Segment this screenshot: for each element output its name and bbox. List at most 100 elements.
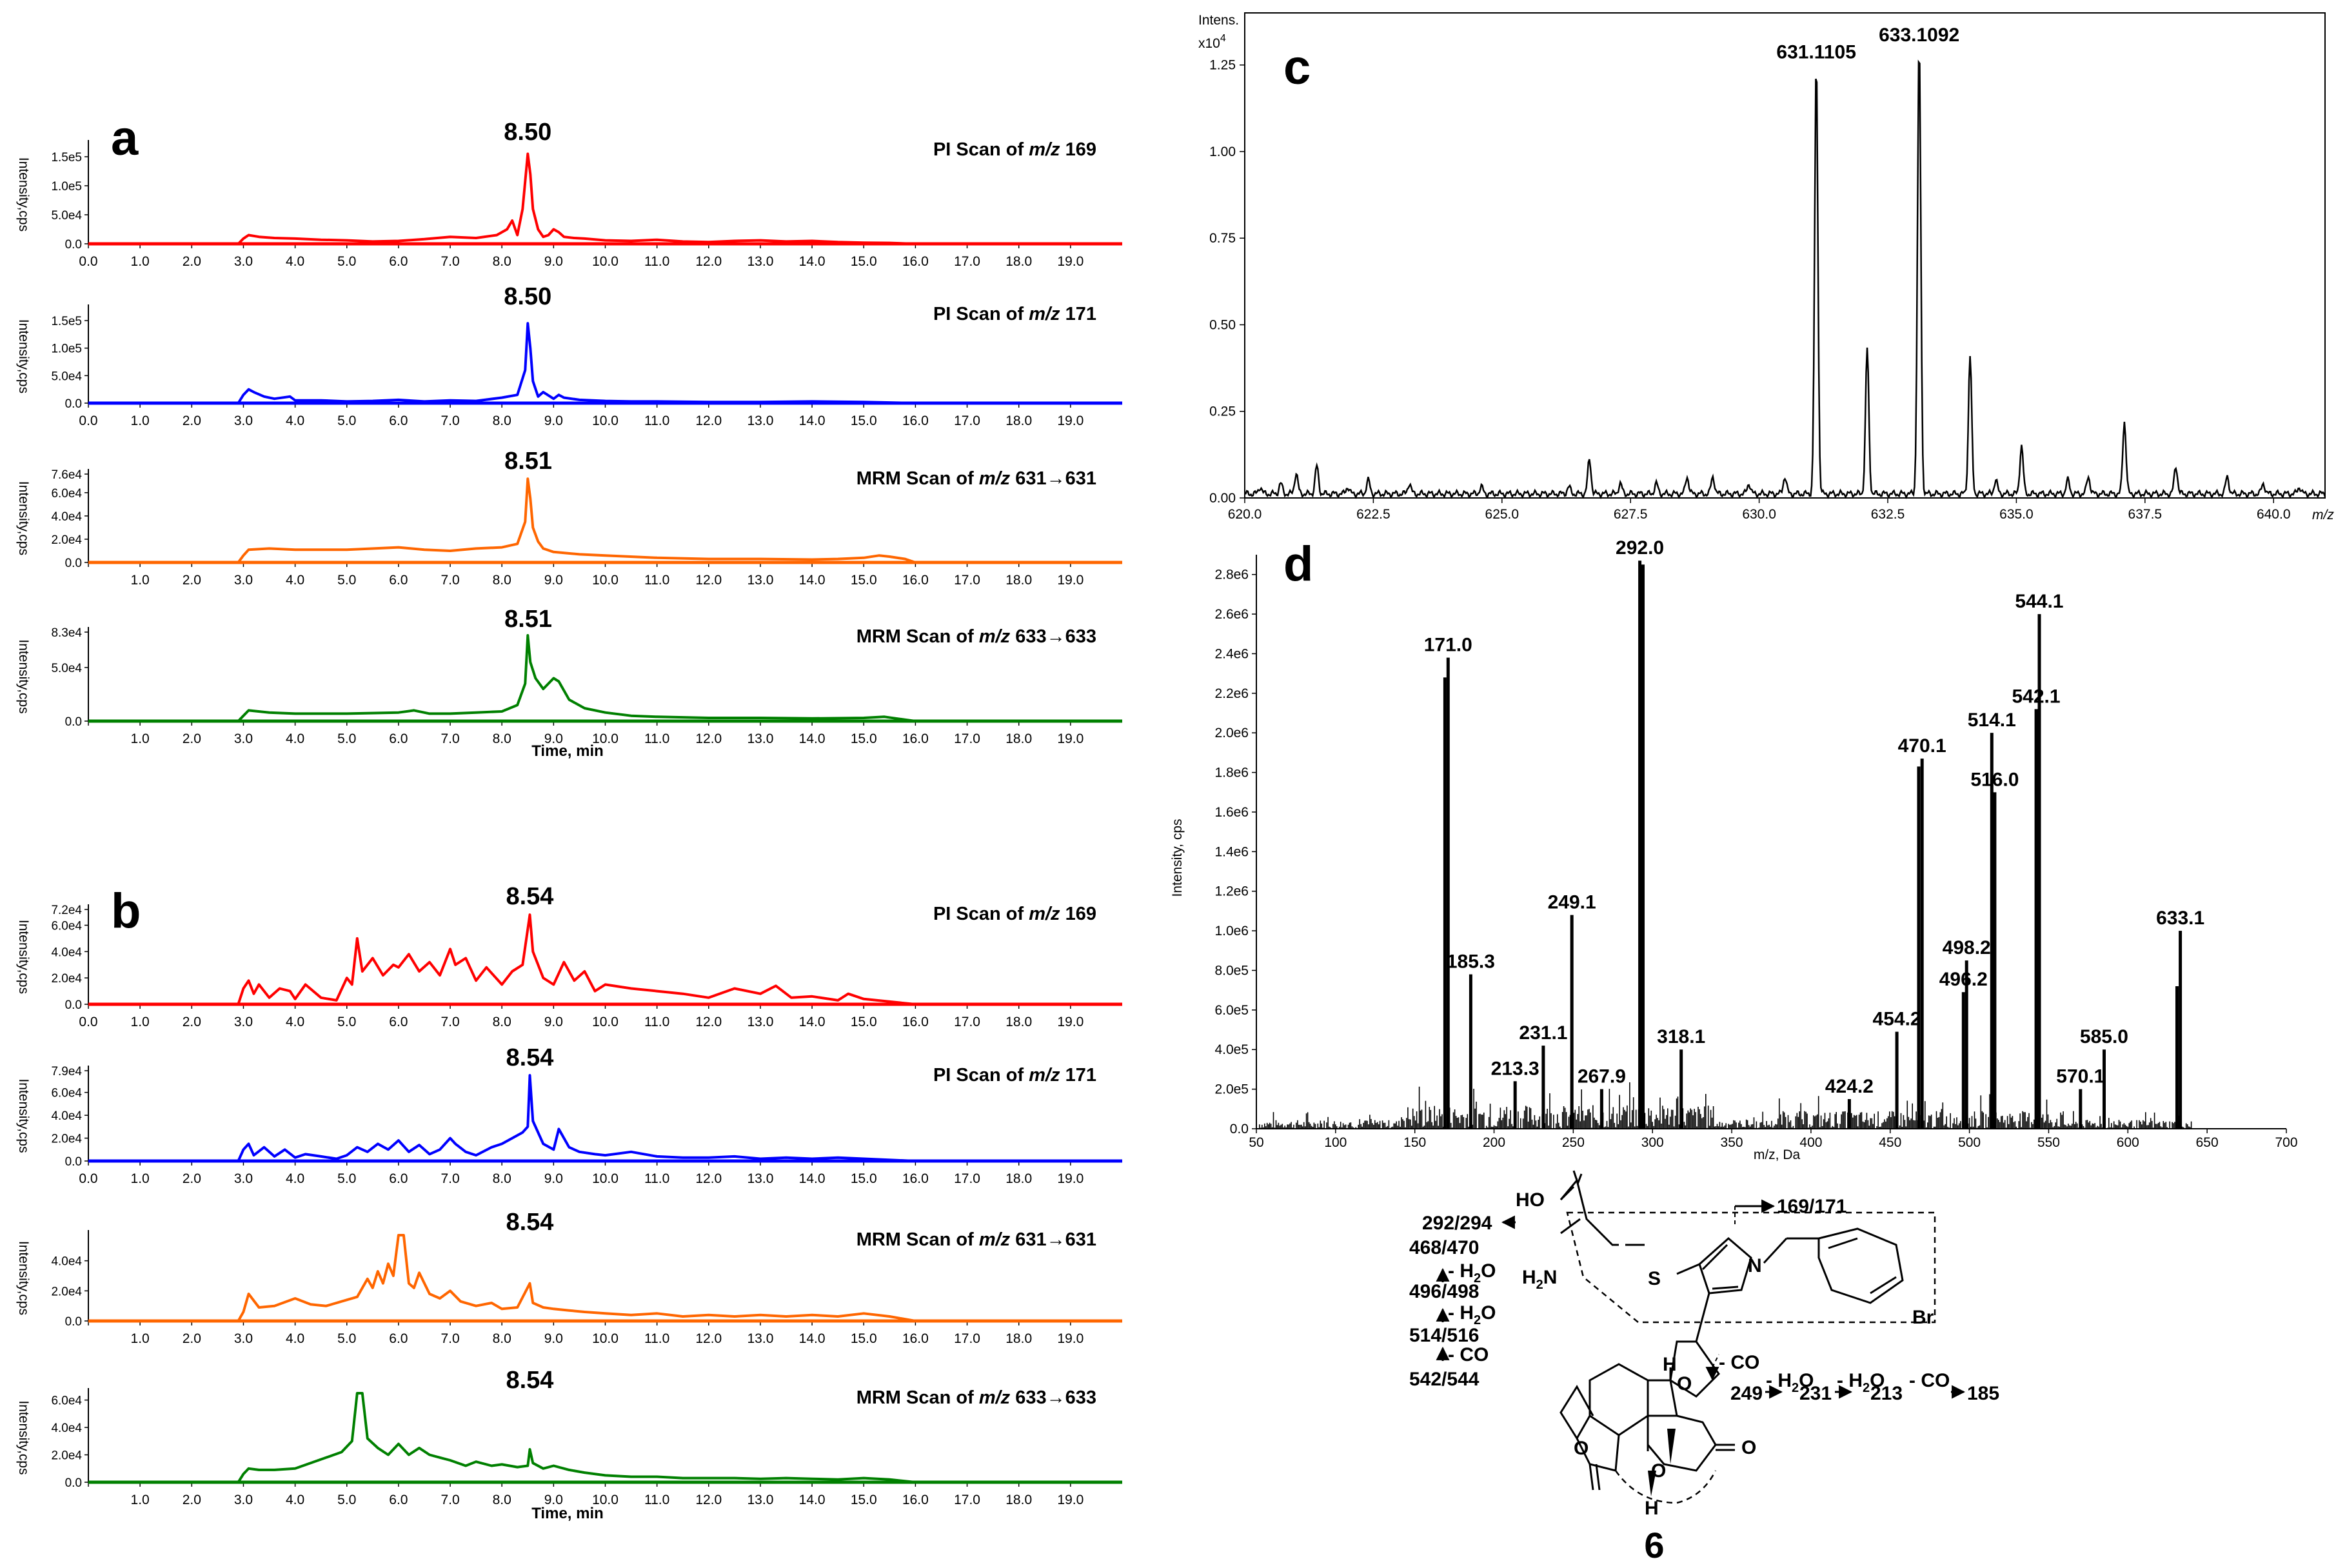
x-tick-label: 19.0: [1057, 731, 1084, 746]
y-tick-label: 6.0e5: [1214, 1003, 1249, 1018]
x-tick-label: 17.0: [954, 254, 980, 269]
x-tick-label: 9.0: [544, 1493, 563, 1507]
struct-h-top: H: [1663, 1354, 1677, 1375]
peak-annotation: 318.1: [1657, 1026, 1705, 1047]
x-tick-label: 15.0: [851, 573, 877, 588]
structure-labels: HO 292/294 169/171 H2N S N Br 468/470 - …: [1409, 1189, 1999, 1565]
x-tick-label: 3.0: [234, 573, 253, 588]
d-yaxis-title: Intensity, cps: [1170, 819, 1185, 897]
x-tick-label: 10.0: [592, 573, 619, 588]
chromatogram-a2: 0.0 1.0 2.0 3.0 4.0 5.0 6.0 7.0 8.0 9.0 10.0 11.0 12…: [16, 283, 1122, 428]
x-tick-label: 150: [1403, 1135, 1426, 1150]
y-tick-label: 1.25: [1209, 58, 1236, 73]
spectrum-peak: [2079, 1089, 2083, 1129]
x-tick-label: 13.0: [747, 1171, 774, 1186]
x-tick-label: 15.0: [851, 1171, 877, 1186]
y-tick-label: 0.0: [65, 1315, 82, 1329]
struct-frag-542: 542/544: [1409, 1369, 1480, 1390]
y-tick-label: 2.0e4: [51, 1449, 82, 1463]
x-tick-label: 250: [1562, 1135, 1585, 1150]
x-tick-label: 627.5: [1614, 507, 1648, 522]
struct-o-carbonyl: O: [1741, 1437, 1756, 1458]
y-tick-label: 2.2e6: [1214, 686, 1249, 701]
x-tick-label: 2.0: [183, 573, 201, 588]
x-tick-label: 2.0: [183, 1015, 201, 1029]
y-tick-label: 7.2e4: [51, 904, 82, 917]
scan-title: MRM Scan of m/z 633→633: [856, 1387, 1096, 1408]
chromatogram-trace: [88, 477, 1122, 564]
x-tick-label: 9.0: [544, 1015, 563, 1029]
x-tick-label: 14.0: [799, 573, 826, 588]
x-tick-label: 8.0: [493, 731, 511, 746]
panel-label-c: c: [1283, 40, 1311, 95]
x-tick-label: 6.0: [389, 254, 408, 269]
structure-drawing: [1436, 1170, 1966, 1504]
struct-loss-co-1: - CO: [1448, 1344, 1489, 1365]
x-tick-label: 7.0: [440, 254, 459, 269]
x-tick-label: 18.0: [1005, 413, 1032, 428]
x-tick-label: 6.0: [389, 1171, 408, 1186]
x-tick-label: 19.0: [1057, 1493, 1084, 1507]
peak-annotation: 185.3: [1447, 951, 1495, 973]
x-tick-label: 500: [1958, 1135, 1981, 1150]
x-tick-label: 1.0: [131, 573, 150, 588]
struct-frag-514: 514/516: [1409, 1325, 1479, 1346]
x-tick-label: 8.0: [493, 1331, 511, 1346]
x-tick-label: 13.0: [747, 573, 774, 588]
scan-title: MRM Scan of m/z 631→631: [856, 1229, 1096, 1250]
x-tick-label: 11.0: [644, 1331, 669, 1346]
chromatogram-a3: 1.0 2.0 3.0 4.0 5.0 6.0 7.0 8.0 9.0 10.0 11.0 12.0 1…: [16, 448, 1122, 588]
peak-annotation: 514.1: [1968, 710, 2016, 731]
x-tick-label: 12.0: [695, 573, 722, 588]
x-tick-label: 15.0: [851, 1493, 877, 1507]
y-tick-label: 0.50: [1209, 317, 1236, 332]
struct-chain-231: 231: [1799, 1383, 1832, 1404]
peak-label: 8.50: [504, 119, 551, 146]
x-tick-label: 8.0: [493, 1015, 511, 1029]
x-tick-label: 14.0: [799, 1493, 826, 1507]
y-tick-label: 0.0: [65, 238, 82, 252]
spectrum-peak: [1990, 733, 1994, 1129]
scan-title: MRM Scan of m/z 633→633: [856, 626, 1096, 647]
spectrum-peak: [2034, 709, 2038, 1129]
x-tick-label: 11.0: [644, 254, 669, 269]
peak-label: 8.51: [504, 448, 552, 475]
x-tick-label: 5.0: [337, 1015, 356, 1029]
y-tick-label: 5.0e4: [51, 662, 82, 675]
x-tick-label: 9.0: [544, 1331, 563, 1346]
x-tick-label: 13.0: [747, 254, 774, 269]
peak-annotation: 542.1: [2012, 686, 2061, 707]
peak-annotation: 171.0: [1424, 635, 1472, 656]
x-tick-label: 12.0: [695, 1493, 722, 1507]
x-tick-label: 4.0: [286, 731, 304, 746]
x-tick-label: 16.0: [902, 254, 929, 269]
peak-label: 8.54: [506, 1367, 553, 1394]
x-tick-label: 19.0: [1057, 1331, 1084, 1346]
y-tick-label: 1.5e5: [51, 315, 82, 328]
x-tick-label: 0.0: [79, 413, 97, 428]
peak-annotation: 633.1092: [1879, 25, 1959, 46]
y-axis-title: Intensity,cps: [16, 481, 31, 555]
x-tick-label: 1.0: [131, 413, 150, 428]
ms-spectrum-d: 50 100 150 200 250 300 350 400 450 500 550 600 650 70…: [1214, 537, 2297, 1150]
x-tick-label: 7.0: [440, 1015, 459, 1029]
struct-chain-loss3: - CO: [1909, 1370, 1950, 1391]
x-tick-label: 8.0: [493, 413, 511, 428]
struct-s: S: [1648, 1268, 1661, 1289]
y-tick-label: 6.0e4: [51, 1394, 82, 1408]
x-tick-label: 19.0: [1057, 413, 1084, 428]
struct-chain-loss2: - H2O: [1837, 1370, 1885, 1395]
x-tick-label: 5.0: [337, 413, 356, 428]
x-tick-label: 12.0: [695, 413, 722, 428]
y-tick-label: 7.6e4: [51, 468, 82, 482]
x-tick-label: 3.0: [234, 1493, 253, 1507]
struct-loss-h2o-2: - H2O: [1448, 1302, 1496, 1327]
x-tick-label: 2.0: [183, 1493, 201, 1507]
peak-annotation: 631.1105: [1776, 42, 1856, 63]
x-tick-label: 17.0: [954, 573, 980, 588]
x-tick-label: 1.0: [131, 1015, 150, 1029]
x-tick-label: 10.0: [592, 1493, 619, 1507]
y-tick-label: 2.0e4: [51, 972, 82, 986]
y-tick-label: 0.0: [1230, 1122, 1249, 1136]
peak-annotation: 454.2: [1873, 1009, 1921, 1030]
